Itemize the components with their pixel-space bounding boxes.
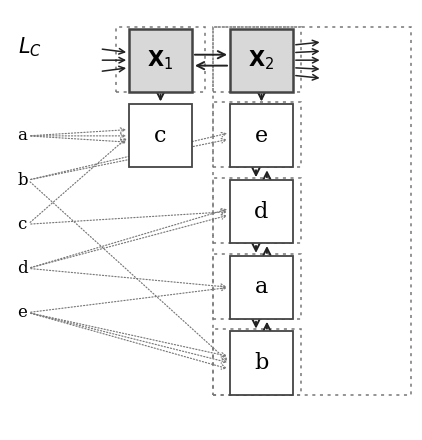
Text: c: c xyxy=(18,216,27,233)
Bar xyxy=(213,253,301,319)
Bar xyxy=(230,331,293,395)
Bar xyxy=(230,180,293,243)
Bar xyxy=(129,29,192,92)
Bar xyxy=(213,102,301,168)
Text: e: e xyxy=(18,304,27,321)
Text: d: d xyxy=(254,201,269,223)
Bar xyxy=(230,104,293,168)
Text: c: c xyxy=(154,125,167,147)
Text: e: e xyxy=(255,125,268,147)
Text: a: a xyxy=(18,127,27,144)
Text: $L_C$: $L_C$ xyxy=(18,36,41,59)
Bar xyxy=(129,104,192,168)
Bar xyxy=(116,26,205,92)
Text: b: b xyxy=(18,172,28,189)
Bar xyxy=(213,26,301,92)
Bar xyxy=(213,330,301,395)
Text: a: a xyxy=(255,276,268,298)
Text: $\mathbf{X}_{2}$: $\mathbf{X}_{2}$ xyxy=(249,48,275,72)
Text: b: b xyxy=(254,352,269,374)
Text: d: d xyxy=(18,260,28,277)
Bar xyxy=(213,26,411,395)
Bar xyxy=(213,178,301,243)
Bar xyxy=(230,256,293,319)
Bar xyxy=(230,29,293,92)
Text: $\mathbf{X}_{1}$: $\mathbf{X}_{1}$ xyxy=(147,48,173,72)
